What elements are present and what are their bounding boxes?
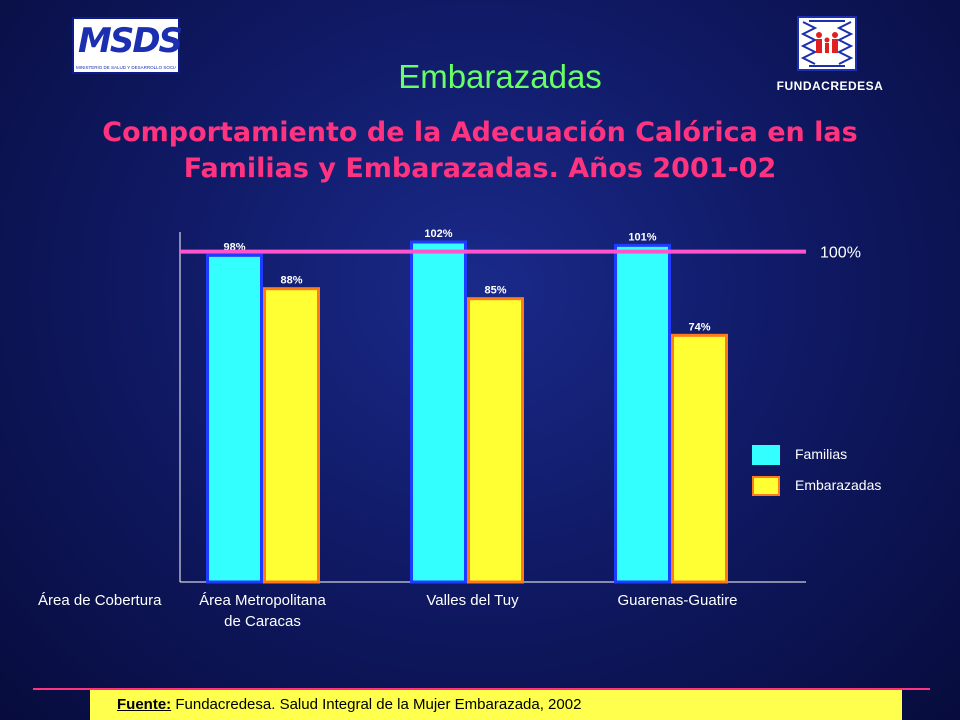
msds-logo-letters: MSDS <box>78 21 183 61</box>
footer-divider <box>33 688 930 690</box>
legend-swatch-embarazadas <box>752 476 780 496</box>
legend-swatch-familias <box>752 445 780 465</box>
bar-embarazadas-2 <box>671 333 728 584</box>
bar-embarazadas-0 <box>263 287 320 584</box>
reference-line-label: 100% <box>820 245 861 262</box>
data-label-embarazadas-1: 85% <box>484 285 506 297</box>
footer-source: Fuente: Fundacredesa. Salud Integral de … <box>90 690 902 720</box>
msds-logo-subtitle: MINISTERIO DE SALUD Y DESARROLLO SOCIAL <box>76 65 176 70</box>
msds-logo: MSDS MINISTERIO DE SALUD Y DESARROLLO SO… <box>72 17 183 74</box>
family-icon <box>800 20 854 67</box>
x-tick-label-2: Guarenas-Guatire <box>617 592 738 609</box>
x-axis-label: Área de Cobertura <box>38 592 162 609</box>
chart-subtitle: Comportamiento de la Adecuación Calórica… <box>102 117 858 184</box>
bar-familias-0 <box>206 253 263 584</box>
bar-embarazadas-1 <box>467 297 524 584</box>
fundacredesa-logo <box>797 16 857 71</box>
legend-label-familias: Familias <box>795 446 848 462</box>
data-label-familias-2: 101% <box>628 231 656 243</box>
x-tick-label-0: Área Metropolitana de Caracas <box>199 592 326 630</box>
legend-label-embarazadas: Embarazadas <box>795 477 882 493</box>
source-label: Fuente: <box>117 696 172 713</box>
source-text: Fundacredesa. Salud Integral de la Mujer… <box>175 696 582 713</box>
data-label-embarazadas-2: 74% <box>688 321 710 333</box>
x-tick-label-1: Valles del Tuy <box>426 592 519 609</box>
bar-familias-1 <box>410 240 467 584</box>
data-label-familias-1: 102% <box>424 228 452 240</box>
data-label-embarazadas-0: 88% <box>280 275 302 287</box>
page-title: Embarazadas <box>398 58 602 95</box>
bar-familias-2 <box>614 243 671 584</box>
fundacredesa-label: FUNDACREDESA <box>776 79 884 93</box>
